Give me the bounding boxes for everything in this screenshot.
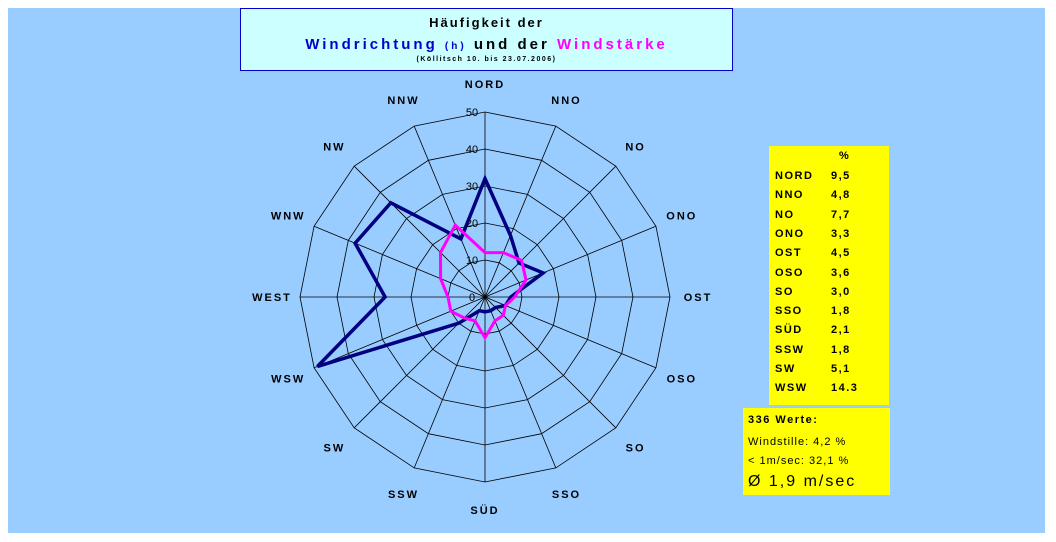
percent-row-value: 4,8 xyxy=(831,189,851,202)
percent-row-value: 1,8 xyxy=(831,305,851,318)
grid-spoke xyxy=(484,296,657,369)
percent-row-value: 3,6 xyxy=(831,266,851,279)
radial-tick-label: 20 xyxy=(466,218,478,230)
chart-subtitle: Windrichtung (h) und der Windstärke xyxy=(241,36,732,53)
grid-spoke xyxy=(353,165,486,298)
radial-tick-label: 50 xyxy=(466,107,478,119)
percent-row-value: 2,1 xyxy=(831,324,851,337)
percent-row-label: NO xyxy=(775,208,795,221)
direction-label: NW xyxy=(323,141,345,153)
percent-row-value: 4,5 xyxy=(831,247,851,260)
grid-spoke xyxy=(413,296,486,469)
percent-row: OST 4,5 xyxy=(775,247,885,264)
percent-row: NO 7,7 xyxy=(775,209,885,226)
direction-label: WSW xyxy=(271,374,305,386)
grid-spoke xyxy=(484,296,617,429)
percent-row-value: 14.3 xyxy=(831,382,859,395)
percent-row: SSO 1,8 xyxy=(775,305,885,322)
info-average-speed: Ø 1,9 m/sec xyxy=(748,473,857,490)
direction-label: NNW xyxy=(387,95,419,107)
percent-row: SW 5,1 xyxy=(775,363,885,380)
direction-label: SW xyxy=(324,443,346,455)
percent-row-label: NORD xyxy=(775,170,814,182)
subtitle-direction: Windrichtung xyxy=(305,36,438,53)
direction-label: NO xyxy=(625,141,646,153)
grid-spoke xyxy=(484,225,657,298)
direction-label: SSO xyxy=(552,489,581,501)
percent-row: NNO 4,8 xyxy=(775,189,885,206)
percent-row-label: SSW xyxy=(775,343,805,356)
percent-row-label: NNO xyxy=(775,189,804,202)
percent-row-label: ONO xyxy=(775,227,805,240)
subtitle-h: (h) xyxy=(444,41,467,52)
grid-spoke xyxy=(484,165,617,298)
radial-tick-label: 30 xyxy=(466,181,478,193)
percent-table-header: % xyxy=(839,150,849,162)
percent-row-label: OST xyxy=(775,247,803,260)
radial-tick-label: 10 xyxy=(466,255,478,267)
direction-label: ONO xyxy=(666,211,697,223)
direction-label: WEST xyxy=(252,292,292,304)
direction-label: SO xyxy=(626,443,646,455)
grid-spoke xyxy=(484,296,557,469)
percent-row-label: SO xyxy=(775,285,794,298)
subtitle-speed: Windstärke xyxy=(557,36,668,53)
direction-label: NNO xyxy=(551,95,581,107)
direction-label: OSO xyxy=(667,374,697,386)
radial-tick-label: 0 xyxy=(469,292,475,304)
direction-label: SSW xyxy=(388,489,419,501)
percent-row: SO 3,0 xyxy=(775,286,885,303)
chart-caption: (Köllitsch 10. bis 23.07.2006) xyxy=(416,56,557,63)
direction-label: NORD xyxy=(465,79,505,91)
info-title: 336 Werte: xyxy=(748,414,819,426)
percent-row-label: SÜD xyxy=(775,324,803,337)
direction-label: WNW xyxy=(271,211,306,223)
info-calm: Windstille: 4,2 % xyxy=(748,436,847,448)
radial-tick-label: 40 xyxy=(466,144,478,156)
percent-row-value: 5,1 xyxy=(831,363,851,375)
percent-row-label: SW xyxy=(775,363,796,375)
percent-row-value: 7,7 xyxy=(831,208,851,221)
grid-spoke xyxy=(353,296,486,429)
percent-row: ONO 3,3 xyxy=(775,228,885,245)
percent-row: OSO 3,6 xyxy=(775,267,885,284)
grid-spoke xyxy=(313,225,486,298)
percent-table: % NORD 9,5 NNO 4,8 NO 7,7 ONO 3,3 OST 4,5 OSO 3,6 SO… xyxy=(769,146,889,405)
direction-label: SÜD xyxy=(470,504,499,517)
percent-row: NORD 9,5 xyxy=(775,170,885,187)
percent-row-value: 1,8 xyxy=(831,343,851,356)
percent-row: WSW 14.3 xyxy=(775,382,885,399)
percent-row-value: 9,5 xyxy=(831,170,851,182)
percent-row-label: WSW xyxy=(775,382,808,395)
chart-title-box: Häufigkeit der Windrichtung (h) und der … xyxy=(240,8,733,71)
grid-spoke xyxy=(313,296,486,369)
subtitle-and: und der xyxy=(473,36,550,53)
grid-spoke xyxy=(413,125,486,298)
grid-spoke xyxy=(484,125,557,298)
info-box: 336 Werte: Windstille: 4,2 % < 1m/sec: 3… xyxy=(743,408,890,495)
percent-row-label: SSO xyxy=(775,305,803,318)
percent-row: SSW 1,8 xyxy=(775,344,885,361)
percent-row-value: 3,3 xyxy=(831,227,851,240)
direction-label: OST xyxy=(684,292,713,304)
percent-row: SÜD 2,1 xyxy=(775,324,885,341)
percent-row-label: OSO xyxy=(775,266,804,279)
percent-row-value: 3,0 xyxy=(831,285,851,298)
info-under-1ms: < 1m/sec: 32,1 % xyxy=(748,455,850,467)
chart-title: Häufigkeit der xyxy=(429,15,544,30)
